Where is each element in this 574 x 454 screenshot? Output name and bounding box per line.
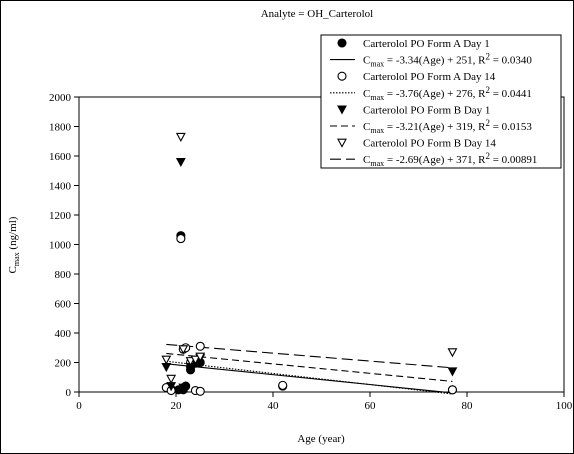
y-tick-label: 600 <box>55 299 72 311</box>
x-tick-label: 0 <box>76 400 82 412</box>
x-tick-label: 60 <box>365 400 377 412</box>
fit-line-1 <box>166 363 453 394</box>
legend-fit-label-4: Cmax = -2.69(Age) + 371, R2 = 0.00891 <box>363 151 537 168</box>
y-tick-label: 0 <box>66 387 72 399</box>
legend-marker-1 <box>337 38 347 48</box>
y-axis-label-sub: max <box>12 252 21 266</box>
y-tick-label: 1800 <box>49 122 72 134</box>
data-point-series-4 <box>195 352 206 362</box>
data-point-series-2 <box>195 386 205 396</box>
legend-marker-3 <box>337 105 347 115</box>
legend: Carterolol PO Form A Day 1 Cmax = -3.34(A… <box>320 34 562 169</box>
legend-box <box>320 34 562 169</box>
legend-label-1: Carterolol PO Form A Day 1 <box>363 38 490 50</box>
legend-fit-label-3: Cmax = -3.21(Age) + 319, R2 = 0.0153 <box>363 118 532 135</box>
fit-line-3 <box>166 352 453 382</box>
data-point-series-3 <box>447 367 458 377</box>
fit-line-2 <box>166 360 453 395</box>
legend-label-3: Carterolol PO Form B Day 1 <box>363 104 490 116</box>
x-tick-label: 40 <box>268 400 280 412</box>
data-points <box>161 132 458 396</box>
data-point-series-4 <box>175 132 186 142</box>
y-axis-label: Cmax (ng/ml) <box>7 216 21 273</box>
legend-fit-label-1: Cmax = -3.34(Age) + 251, R2 = 0.0340 <box>363 52 532 69</box>
data-point-series-4 <box>190 355 201 365</box>
y-tick-label: 400 <box>55 328 72 340</box>
x-axis-label: Age (year) <box>297 433 345 445</box>
x-tick-label: 100 <box>556 400 573 412</box>
data-point-series-4 <box>161 355 172 365</box>
data-point-series-2 <box>176 234 186 244</box>
data-point-series-4 <box>447 348 458 358</box>
y-tick-label: 1000 <box>49 240 72 252</box>
data-point-series-4 <box>178 345 189 355</box>
y-axis-label-main: C <box>7 266 19 273</box>
y-tick-label: 1400 <box>49 181 72 193</box>
axes: 0 20 40 60 80 1000200400600800100012001400160… <box>49 92 573 412</box>
legend-fit-label-2: Cmax = -3.76(Age) + 276, R2 = 0.0441 <box>363 85 532 102</box>
data-point-series-3 <box>178 383 189 393</box>
data-point-series-4 <box>185 357 196 367</box>
legend-label-4: Carterolol PO Form B Day 14 <box>363 138 496 150</box>
x-tick-label: 80 <box>462 400 474 412</box>
legend-marker-4 <box>337 138 347 148</box>
x-tick-label: 20 <box>171 400 183 412</box>
y-tick-label: 800 <box>55 269 72 281</box>
data-point-series-2 <box>195 341 205 351</box>
y-tick-label: 1200 <box>49 210 72 222</box>
data-point-series-4 <box>166 374 177 384</box>
data-point-series-2 <box>447 385 458 395</box>
data-point-series-2 <box>278 380 288 390</box>
chart-title: Analyte = OH_Carterolol <box>261 8 374 20</box>
y-axis-label-unit: (ng/ml) <box>7 216 19 252</box>
fit-line-4 <box>166 343 453 369</box>
fit-lines <box>166 343 453 395</box>
y-tick-label: 200 <box>55 358 72 370</box>
legend-label-2: Carterolol PO Form A Day 14 <box>363 71 496 83</box>
data-point-series-3 <box>175 157 186 168</box>
legend-marker-2 <box>337 71 347 81</box>
y-tick-label: 2000 <box>49 92 72 104</box>
y-tick-label: 1600 <box>49 151 72 163</box>
